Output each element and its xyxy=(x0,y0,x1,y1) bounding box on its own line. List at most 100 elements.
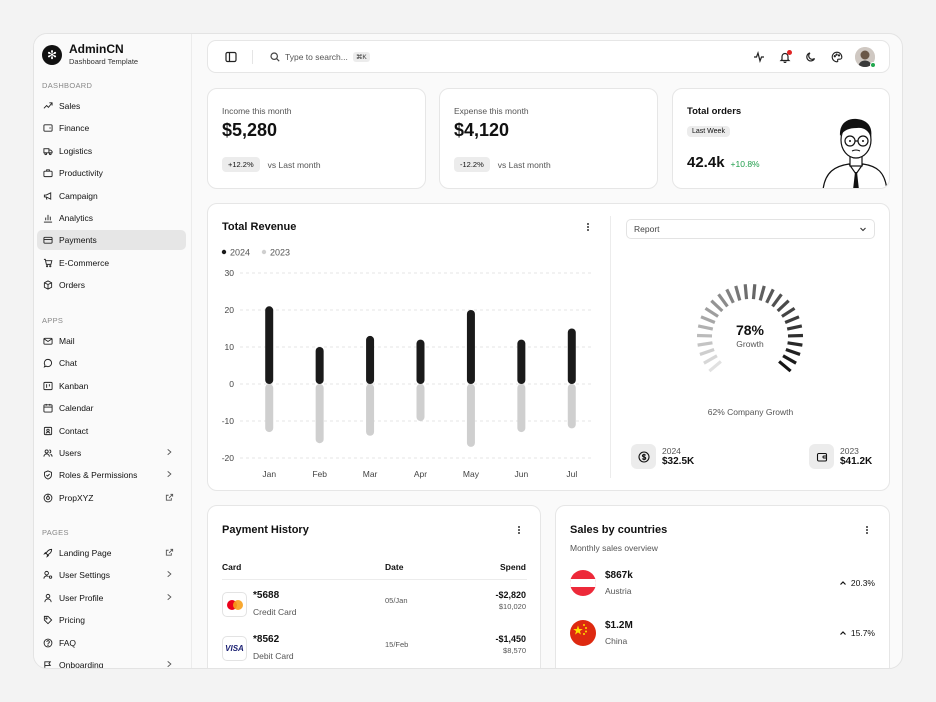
income-label: Income this month xyxy=(222,106,292,116)
bar-2023 xyxy=(366,384,375,436)
sidebar-item-faq[interactable]: FAQ xyxy=(37,633,186,653)
search-input[interactable]: Type to search... xyxy=(285,52,348,62)
revenue-menu-icon[interactable] xyxy=(583,221,593,233)
card-number: *8562 xyxy=(253,634,280,645)
gauge-tick xyxy=(708,360,722,373)
app-window: ✻ AdminCN Dashboard Template DASHBOARD Sa… xyxy=(33,33,903,669)
sidebar-item-user-settings[interactable]: User Settings xyxy=(37,565,186,585)
sidebar-section-label: PAGES xyxy=(42,528,69,537)
orders-label: Total orders xyxy=(687,106,742,117)
gauge-tick xyxy=(703,354,718,365)
sidebar-item-mail[interactable]: Mail xyxy=(37,331,186,351)
sidebar-item-label: Users xyxy=(59,448,82,458)
x-tick-label: Feb xyxy=(312,469,327,479)
sidebar-section-label: APPS xyxy=(42,316,64,325)
sidebar-item-landing-page[interactable]: Landing Page xyxy=(37,543,186,563)
arrow-up-icon xyxy=(839,631,846,635)
col-date: Date xyxy=(385,562,404,572)
sidebar-item-orders[interactable]: Orders xyxy=(37,275,186,295)
gauge-tick xyxy=(778,360,792,373)
country-change: 15.7% xyxy=(850,628,875,638)
sidebar-item-roles-permissions[interactable]: Roles & Permissions xyxy=(37,465,186,485)
x-tick-label: Jun xyxy=(514,469,528,479)
bell-icon[interactable] xyxy=(777,49,793,65)
gauge-tick xyxy=(758,285,766,301)
sidebar-item-kanban[interactable]: Kanban xyxy=(37,376,186,396)
divider xyxy=(610,216,611,478)
china-flag-icon xyxy=(570,620,596,646)
sidebar-toggle-icon[interactable] xyxy=(223,49,239,65)
top-bar: Type to search... ⌘K xyxy=(207,40,890,73)
table-row[interactable]: *5688 Credit Card 05/Jan -$2,820 $10,020 xyxy=(208,586,540,630)
visa-icon: VISA xyxy=(222,636,247,661)
help-icon xyxy=(43,638,53,647)
bar-2024 xyxy=(265,306,274,384)
expense-change-badge: -12.2% xyxy=(454,157,490,172)
truck-icon xyxy=(43,148,53,155)
bar-2024 xyxy=(466,310,475,384)
income-card: Income this month $5,280 +12.2% vs Last … xyxy=(207,88,426,189)
y-tick-label: -10 xyxy=(222,416,235,426)
table-row[interactable]: VISA *8562 Debit Card 15/Feb -$1,450 $8,… xyxy=(208,630,540,668)
growth-label: Growth xyxy=(736,339,764,349)
countries-menu-icon[interactable] xyxy=(862,524,872,536)
bar-2024 xyxy=(517,339,526,384)
revenue-card: Total Revenue 2024 2023 30 20 10 0 -10 -20 Jan Fe… xyxy=(207,203,890,491)
bar-2023 xyxy=(416,384,425,421)
bar-2023 xyxy=(567,384,576,429)
sidebar-item-calendar[interactable]: Calendar xyxy=(37,398,186,418)
sidebar-item-analytics[interactable]: Analytics xyxy=(37,208,186,228)
sidebar-item-payments[interactable]: Payments xyxy=(37,230,186,251)
x-tick-label: May xyxy=(463,469,480,479)
expense-label: Expense this month xyxy=(454,106,529,116)
sidebar-item-label: Analytics xyxy=(59,213,94,223)
growth-value: 78% xyxy=(735,322,765,338)
sidebar-item-onboarding[interactable]: Onboarding xyxy=(37,655,186,668)
theme-toggle-icon[interactable] xyxy=(803,49,819,65)
legend-swatch xyxy=(261,249,267,255)
search-box[interactable]: Type to search... ⌘K xyxy=(270,49,370,65)
sidebar-item-users[interactable]: Users xyxy=(37,443,186,463)
divider xyxy=(222,579,527,580)
chat-icon xyxy=(43,359,53,369)
credit-card-icon xyxy=(43,237,53,245)
user-settings-icon xyxy=(43,571,53,580)
report-select[interactable]: Report xyxy=(626,219,875,239)
list-item[interactable]: $1.2M China 15.7% xyxy=(556,616,889,656)
brand[interactable]: ✻ AdminCN Dashboard Template xyxy=(42,42,138,67)
sidebar-item-propxyz[interactable]: PropXYZ xyxy=(37,488,186,508)
countries-title: Sales by countries xyxy=(570,524,668,536)
bar-2024 xyxy=(315,347,324,384)
x-tick-label: Apr xyxy=(414,469,427,479)
col-card: Card xyxy=(222,562,242,572)
list-item[interactable]: $867k Austria 20.3% xyxy=(556,566,889,606)
sidebar-item-productivity[interactable]: Productivity xyxy=(37,163,186,183)
sidebar-item-label: Payments xyxy=(59,235,97,246)
sidebar-item-pricing[interactable]: Pricing xyxy=(37,610,186,630)
gauge-tick xyxy=(776,299,790,313)
sidebar-item-label: E-Commerce xyxy=(59,257,110,268)
sidebar-item-sales[interactable]: Sales xyxy=(37,96,186,116)
sidebar-item-user-profile[interactable]: User Profile xyxy=(37,588,186,608)
activity-icon[interactable] xyxy=(751,49,767,65)
sidebar-item-campaign[interactable]: Campaign xyxy=(37,186,186,206)
orders-period-badge: Last Week xyxy=(687,126,730,137)
sidebar-item-contact[interactable]: Contact xyxy=(37,421,186,441)
brand-subtitle: Dashboard Template xyxy=(69,57,139,66)
y-tick-label: 20 xyxy=(225,305,235,315)
country-value: $867k xyxy=(605,570,633,581)
sidebar-item-label: Sales xyxy=(59,101,81,111)
payment-menu-icon[interactable] xyxy=(514,524,524,536)
sidebar-item-finance[interactable]: Finance xyxy=(37,118,186,138)
stat-2023-year: 2023 xyxy=(840,446,859,456)
y-tick-label: -20 xyxy=(222,453,235,463)
sidebar-item-logistics[interactable]: Logistics xyxy=(37,141,186,161)
gauge-tick xyxy=(785,347,801,356)
sidebar-item-e-commerce[interactable]: E-Commerce xyxy=(37,253,186,273)
prop-icon xyxy=(43,493,53,503)
stat-2024: 2024 $32.5K xyxy=(631,444,694,469)
sidebar-item-chat[interactable]: Chat xyxy=(37,353,186,373)
palette-icon[interactable] xyxy=(829,49,845,65)
income-value: $5,280 xyxy=(222,120,278,140)
payment-spend: -$1,450 xyxy=(495,634,526,644)
